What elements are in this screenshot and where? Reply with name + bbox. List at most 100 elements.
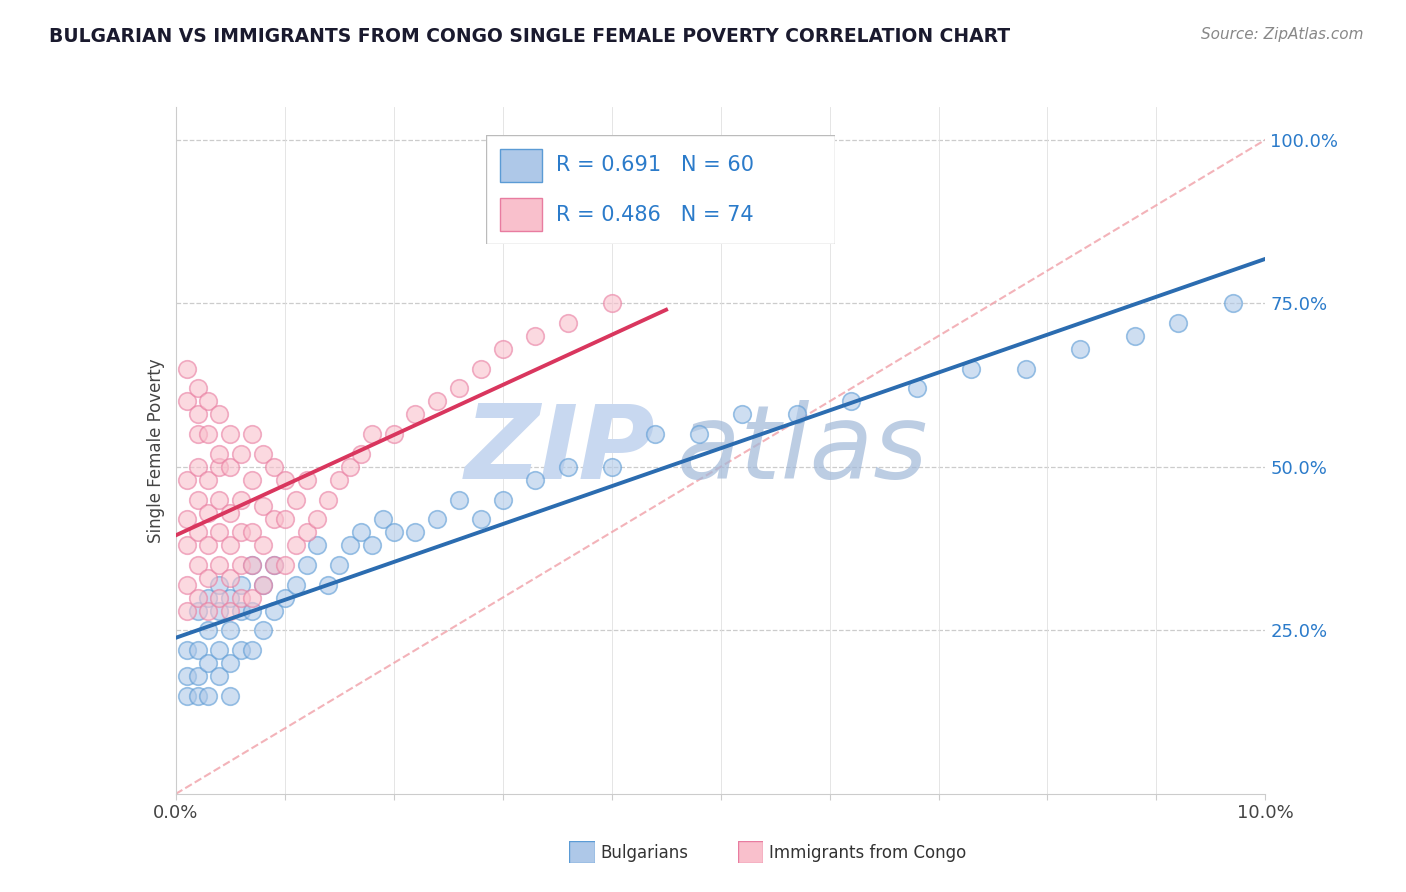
Point (208, 492, 231, 507)
Point (186, 558, 209, 572)
Point (176, 669, 198, 683)
Point (208, 591, 231, 605)
Point (295, 525, 318, 540)
Point (240, 558, 263, 572)
Point (307, 512, 329, 526)
Point (186, 427, 209, 442)
Point (644, 427, 666, 442)
Point (284, 538, 307, 552)
Point (208, 643, 231, 657)
Point (252, 577, 274, 591)
Point (284, 577, 307, 591)
Point (600, 459, 623, 474)
Point (426, 512, 449, 526)
Point (219, 591, 242, 605)
Point (382, 427, 405, 442)
Point (470, 512, 492, 526)
Point (176, 689, 198, 703)
Text: Immigrants from Congo: Immigrants from Congo (769, 844, 966, 862)
Point (208, 408, 231, 422)
Point (176, 538, 198, 552)
Point (252, 624, 274, 638)
Point (492, 492, 515, 507)
Point (186, 381, 209, 395)
Point (197, 538, 219, 552)
Point (905, 381, 928, 395)
Point (231, 525, 253, 540)
Point (252, 538, 274, 552)
Point (371, 512, 394, 526)
Point (350, 447, 373, 461)
Point (186, 689, 209, 703)
Point (382, 525, 405, 540)
Point (786, 408, 808, 422)
Point (240, 427, 263, 442)
Point (176, 473, 198, 487)
Point (197, 624, 219, 638)
Point (524, 329, 547, 343)
Point (339, 459, 361, 474)
Point (176, 361, 198, 376)
Point (231, 577, 253, 591)
Point (263, 512, 285, 526)
Point (197, 473, 219, 487)
Point (274, 591, 297, 605)
Point (186, 669, 209, 683)
Point (318, 492, 340, 507)
Text: BULGARIAN VS IMMIGRANTS FROM CONGO SINGLE FEMALE POVERTY CORRELATION CHART: BULGARIAN VS IMMIGRANTS FROM CONGO SINGL… (49, 27, 1011, 45)
Point (176, 512, 198, 526)
Point (219, 506, 242, 520)
Point (231, 591, 253, 605)
Point (219, 689, 242, 703)
Point (447, 492, 470, 507)
Point (197, 689, 219, 703)
Point (263, 558, 285, 572)
Point (231, 447, 253, 461)
Point (274, 473, 297, 487)
Point (240, 643, 263, 657)
Point (307, 538, 329, 552)
Point (219, 571, 242, 585)
Point (360, 427, 382, 442)
Point (470, 361, 492, 376)
Point (688, 427, 710, 442)
Point (339, 538, 361, 552)
Point (426, 394, 449, 409)
Y-axis label: Single Female Poverty: Single Female Poverty (146, 359, 165, 542)
Point (405, 408, 427, 422)
Point (176, 643, 198, 657)
Point (219, 459, 242, 474)
Point (197, 571, 219, 585)
Point (295, 558, 318, 572)
Point (240, 525, 263, 540)
Point (219, 538, 242, 552)
Point (252, 447, 274, 461)
Point (208, 447, 231, 461)
Point (208, 558, 231, 572)
Point (328, 473, 350, 487)
Point (186, 492, 209, 507)
Point (960, 361, 983, 376)
Point (263, 459, 285, 474)
Point (208, 604, 231, 618)
Point (208, 669, 231, 683)
Point (274, 558, 297, 572)
Point (284, 492, 307, 507)
Text: Bulgarians: Bulgarians (600, 844, 689, 862)
Point (208, 577, 231, 591)
Point (295, 473, 318, 487)
Point (318, 577, 340, 591)
Point (186, 459, 209, 474)
Point (492, 342, 515, 356)
Point (208, 525, 231, 540)
Point (186, 408, 209, 422)
Point (252, 577, 274, 591)
Point (240, 473, 263, 487)
Point (350, 525, 373, 540)
Point (1015, 361, 1038, 376)
Point (240, 591, 263, 605)
Text: ZIP: ZIP (464, 400, 655, 501)
Point (557, 316, 579, 330)
Point (186, 525, 209, 540)
Point (240, 558, 263, 572)
